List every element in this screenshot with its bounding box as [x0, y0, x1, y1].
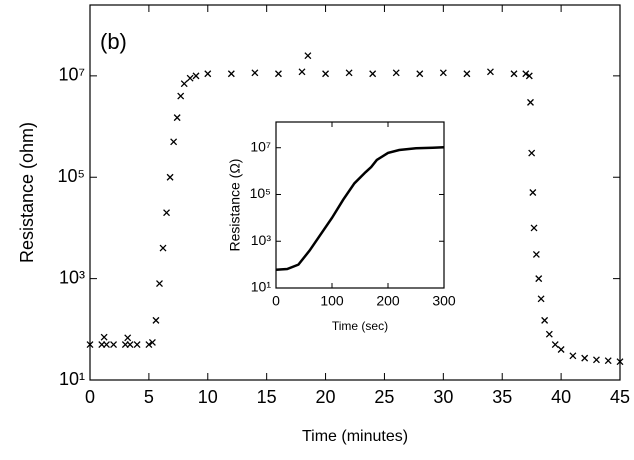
marker [345, 69, 353, 77]
line [275, 145, 445, 272]
y-tick-label: 10⁷ [250, 138, 271, 154]
marker [545, 330, 553, 338]
marker [274, 70, 282, 78]
x-tick-label: 45 [610, 387, 630, 407]
marker [551, 341, 559, 349]
marker [170, 138, 178, 146]
marker [532, 250, 540, 258]
x-tick-label: 0 [272, 293, 280, 309]
marker [557, 346, 565, 353]
x-tick-label: 300 [432, 293, 456, 309]
marker [148, 339, 156, 346]
y-tick-label: 10⁷ [58, 65, 85, 85]
marker [298, 68, 306, 76]
marker [103, 341, 110, 349]
y-axis-label: Resistance (ohm) [17, 122, 37, 263]
marker [186, 74, 194, 82]
marker [529, 189, 537, 196]
y-tick-label: 10¹ [251, 279, 272, 295]
marker [163, 209, 171, 217]
marker [537, 295, 545, 303]
marker [227, 70, 235, 78]
marker [541, 316, 549, 324]
x-axis-label: Time (sec) [332, 319, 388, 333]
x-tick-label: 15 [257, 387, 277, 407]
y-axis-label: Resistance (Ω) [227, 159, 243, 252]
x-axis-label: Time (minutes) [302, 428, 408, 445]
marker [592, 356, 600, 364]
y-tick-label: 10⁵ [58, 166, 85, 186]
marker [100, 333, 108, 341]
marker [522, 70, 530, 78]
marker [166, 173, 174, 181]
marker [145, 341, 153, 349]
marker [510, 70, 518, 78]
marker [527, 98, 534, 106]
marker [173, 114, 181, 122]
marker [180, 80, 188, 88]
marker [156, 280, 163, 287]
marker [604, 357, 612, 365]
x-tick-label: 20 [316, 387, 336, 407]
x-tick-label: 25 [374, 387, 394, 407]
annotation: (b) [100, 29, 127, 54]
y-tick-label: 10¹ [59, 369, 85, 389]
marker [439, 69, 447, 77]
marker [251, 69, 259, 77]
marker [304, 52, 312, 60]
marker [528, 149, 536, 157]
marker [133, 341, 141, 349]
marker [525, 72, 533, 80]
x-tick-label: 0 [85, 387, 95, 407]
marker [177, 92, 185, 100]
x-tick-label: 100 [320, 293, 344, 309]
plot-frame [275, 121, 445, 289]
marker [530, 224, 538, 232]
marker [322, 70, 330, 78]
y-tick-label: 10³ [59, 267, 85, 287]
marker [159, 244, 167, 252]
x-tick-label: 10 [198, 387, 218, 407]
x-tick-label: 30 [433, 387, 453, 407]
marker [204, 70, 212, 78]
marker [616, 358, 624, 366]
marker [581, 354, 589, 362]
marker [486, 68, 494, 76]
marker [535, 275, 543, 283]
marker [86, 341, 94, 349]
y-tick-label: 10³ [251, 232, 272, 248]
marker [192, 72, 200, 80]
marker [124, 334, 132, 342]
marker [152, 316, 160, 324]
y-tick-label: 10⁵ [250, 185, 271, 201]
marker [110, 341, 118, 349]
x-tick-label: 35 [492, 387, 512, 407]
x-tick-label: 200 [376, 293, 400, 309]
marker [369, 70, 377, 78]
marker [463, 70, 471, 78]
x-tick-label: 40 [551, 387, 571, 407]
marker [392, 69, 400, 77]
marker [126, 341, 134, 349]
marker [416, 70, 424, 78]
marker [569, 352, 577, 360]
x-tick-label: 5 [144, 387, 154, 407]
